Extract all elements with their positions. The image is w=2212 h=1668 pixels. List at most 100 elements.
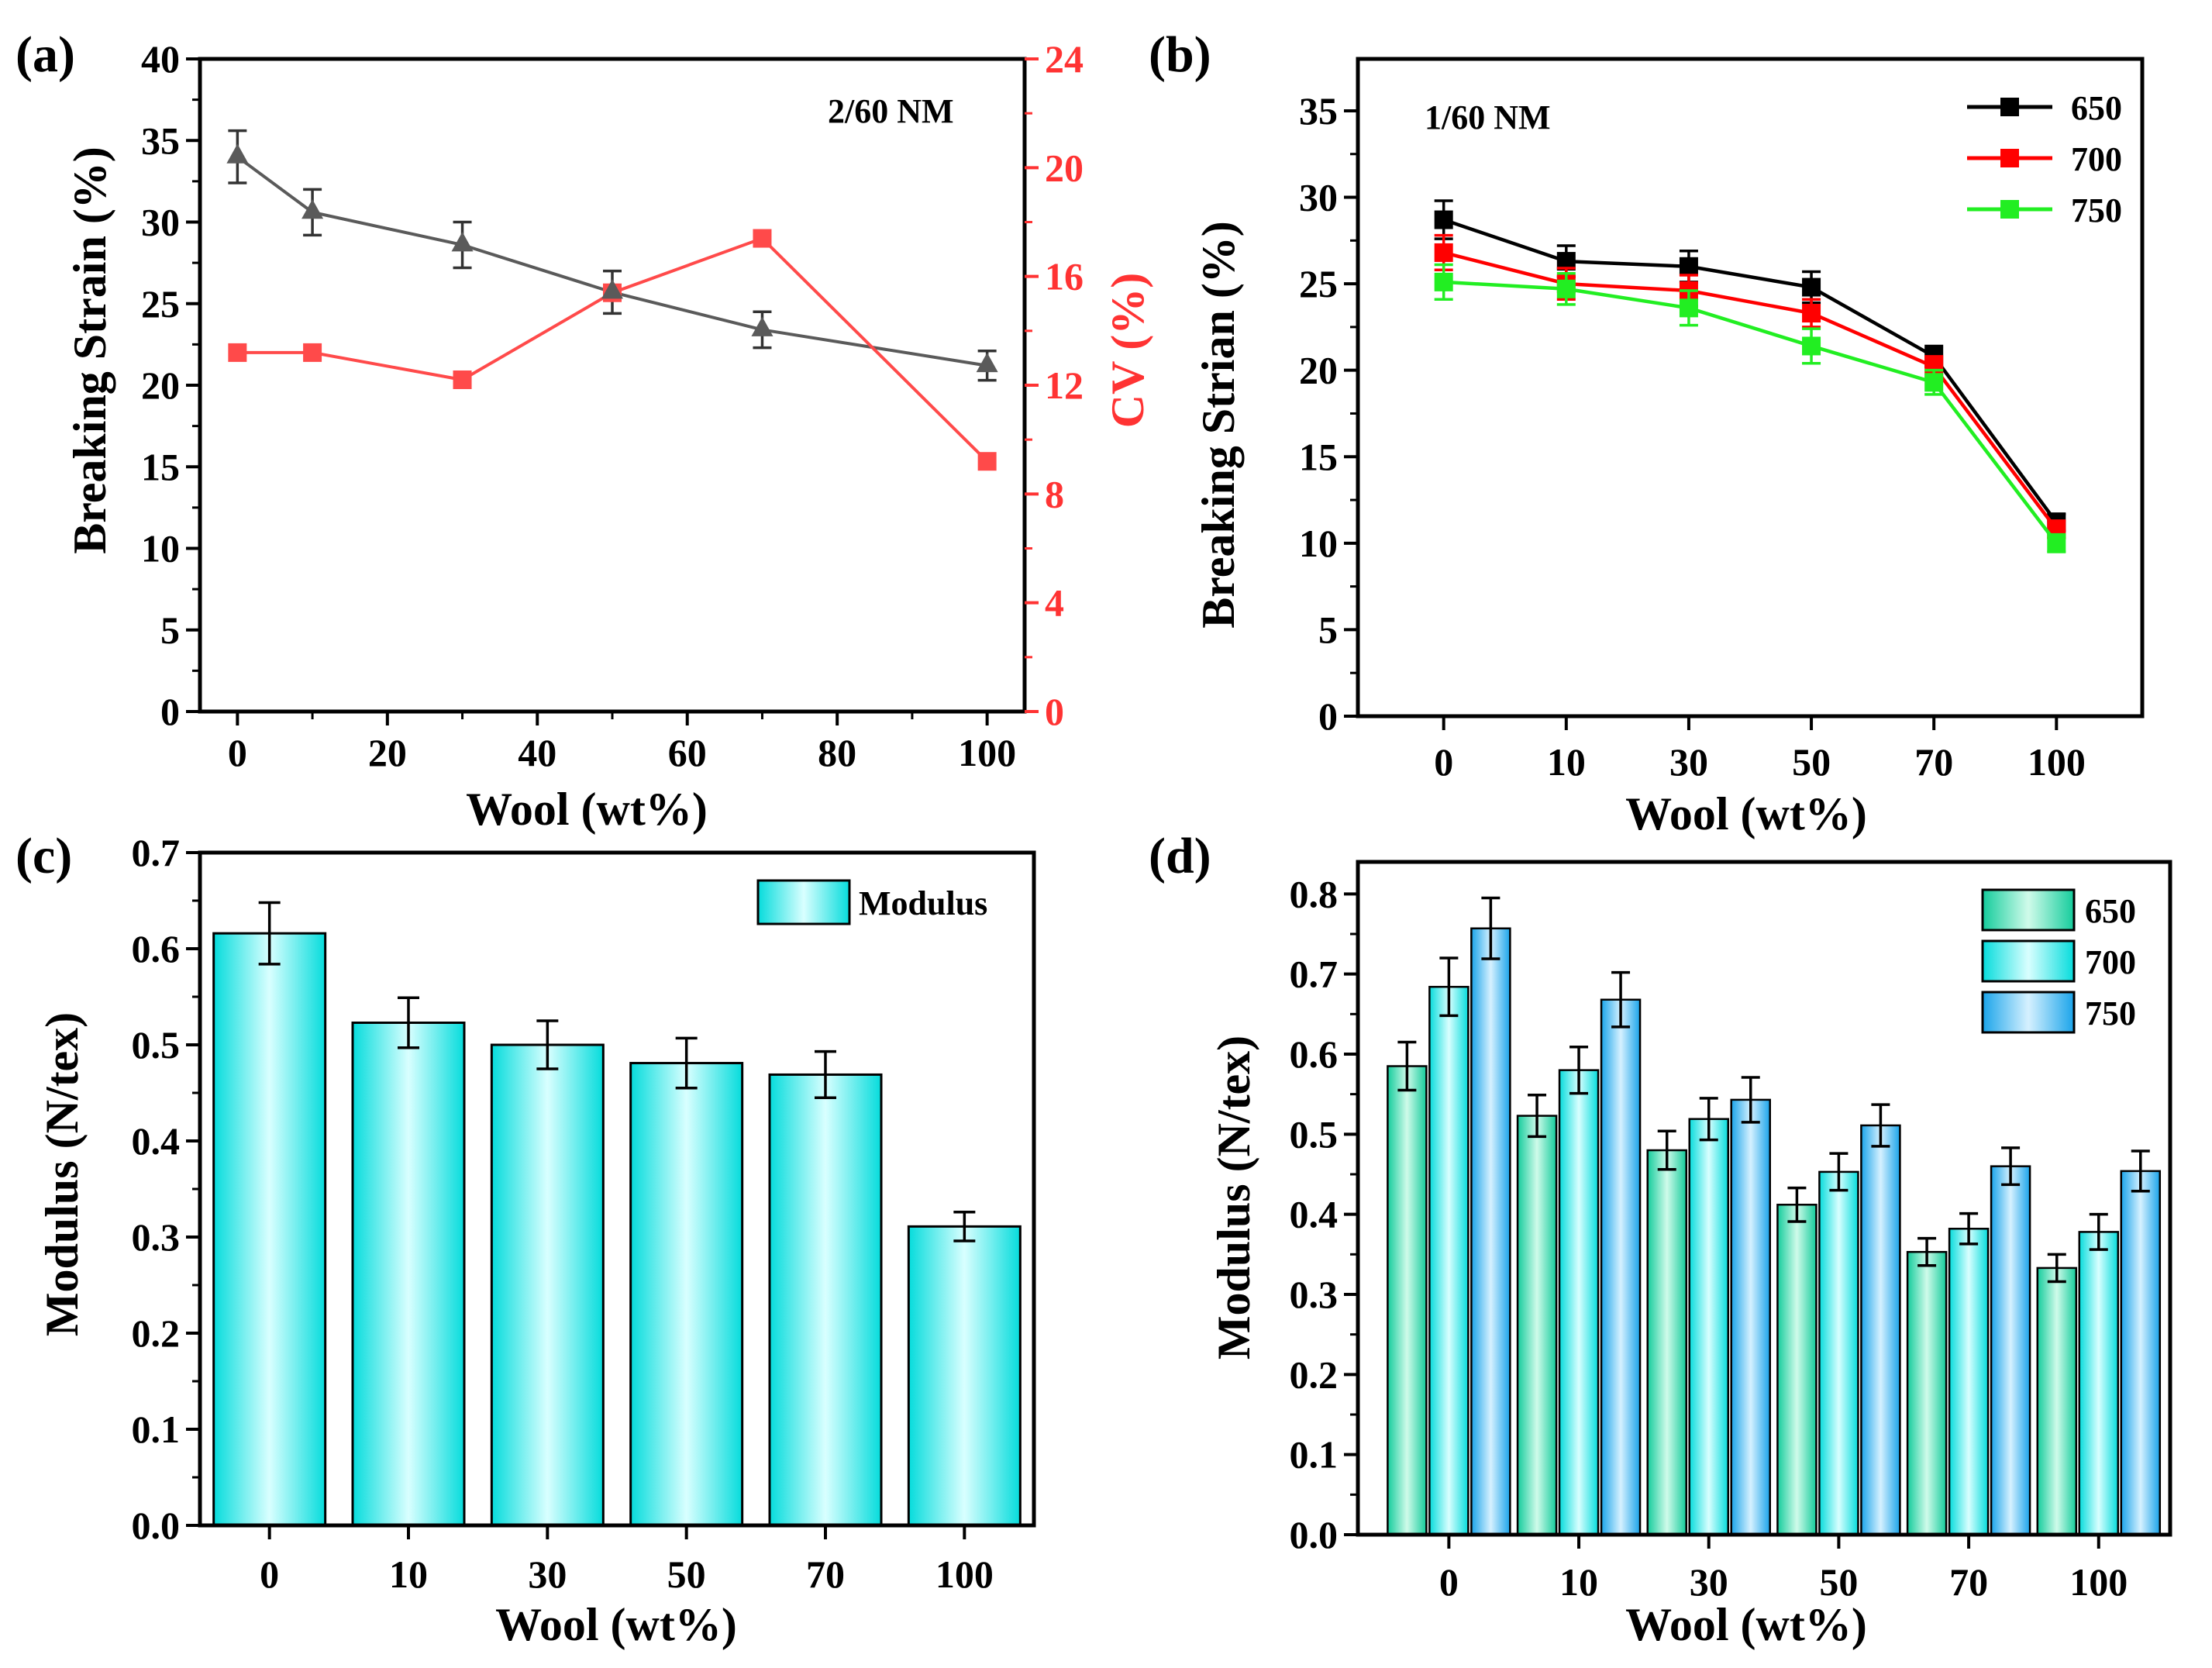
panel-d-bar-750 — [2120, 1170, 2162, 1536]
panel-b-series-700-point — [1434, 243, 1453, 262]
panel-a-y-tick-label: 0 — [160, 690, 180, 733]
panel-c-bar — [629, 1062, 744, 1527]
panel-c-bar — [907, 1225, 1022, 1527]
panel-a-cv-point — [977, 452, 997, 471]
panel-d-y-tick-label: 0.4 — [1290, 1193, 1339, 1236]
panel-a-y-tick-label: 15 — [141, 445, 180, 488]
panel-a-x-axis-title: Wool (wt%) — [466, 784, 708, 835]
panel-a-strain-point — [301, 199, 324, 219]
panel-c-y-tick-label: 0.4 — [132, 1119, 181, 1163]
panel-d-bar-700 — [1428, 985, 1469, 1536]
panel-c-y-axis-title: Modulus (N/tex) — [36, 1012, 88, 1336]
panel-b-plot-frame — [1356, 57, 2145, 719]
panel-a-y-tick-label: 25 — [141, 282, 180, 326]
panel-d-legend-label-750: 750 — [2085, 994, 2136, 1032]
panel-b-x-tick-label: 100 — [2028, 740, 2086, 784]
panel-a-right-tick-label: 24 — [1045, 37, 1084, 81]
panel-b-y-tick-label: 0 — [1318, 694, 1338, 738]
panel-c-x-tick-label: 70 — [806, 1553, 845, 1596]
panel-b-series-700-point — [1802, 304, 1821, 323]
panel-a-x-tick-label: 40 — [518, 731, 556, 774]
panel-b-y-tick-label: 15 — [1299, 435, 1338, 478]
panel-d-bar-700 — [1948, 1228, 1990, 1536]
panel-d-legend-label-650: 650 — [2085, 892, 2136, 930]
panel-b-x-tick-label: 0 — [1434, 740, 1453, 784]
panel-d-y-tick-label: 0.2 — [1290, 1353, 1339, 1396]
panel-d-y-tick-label: 0.6 — [1290, 1032, 1339, 1076]
panel-a-cv-point — [753, 229, 772, 248]
panel-d-x-tick-label: 100 — [2069, 1560, 2128, 1604]
panel-a-x-tick-label: 20 — [368, 731, 407, 774]
panel-d-y-tick-label: 0.5 — [1290, 1112, 1339, 1156]
panel-a-y-tick-label: 35 — [141, 119, 180, 162]
panel-d-bar-750 — [1730, 1098, 1771, 1536]
panel-b: (b) 1/60 NM Breaking Strian (%) Wool (wt… — [1149, 26, 1867, 839]
panel-b-tag: (b) — [1149, 26, 1211, 83]
panel-b-series-750-point — [1556, 279, 1576, 298]
panel-a-cv-point — [228, 343, 247, 362]
panel-a: (a) 2/60 NM Breaking Strain (%) CV (%) W… — [16, 26, 1153, 835]
panel-c-legend-swatch — [756, 879, 851, 925]
panel-a-y-axis-title: Breaking Strain (%) — [64, 146, 115, 554]
panel-a-strain-point — [226, 143, 249, 164]
panel-d-y-tick-label: 0.1 — [1290, 1433, 1339, 1477]
panel-b-series-650-point — [1802, 277, 1821, 297]
panel-b-y-tick-label: 20 — [1299, 349, 1338, 392]
panel-d-bar-750 — [1990, 1165, 2031, 1536]
panel-d-y-tick-label: 0.3 — [1290, 1273, 1339, 1316]
panel-a-right-tick-label: 16 — [1045, 255, 1084, 298]
panel-b-series-750-point — [1679, 298, 1698, 318]
panel-a-annotation: 2/60 NM — [828, 92, 954, 130]
panel-a-x-tick-label: 60 — [668, 731, 707, 774]
panel-b-series-750-point — [1434, 272, 1453, 291]
panel-d-y-tick-label: 0.7 — [1290, 953, 1339, 996]
panel-c-y-tick-label: 0.0 — [132, 1504, 181, 1547]
panel-d-bar-750 — [1860, 1124, 1901, 1536]
panel-a-x-tick-label: 80 — [818, 731, 856, 774]
panel-d-bar-750 — [1600, 998, 1642, 1536]
panel-d-tag: (d) — [1149, 828, 1211, 884]
panel-d-bar-650 — [1906, 1250, 1948, 1536]
panel-c-x-tick-label: 0 — [260, 1553, 279, 1596]
panel-c-tag: (c) — [16, 828, 72, 884]
panel-b-legend-label-650: 650 — [2071, 89, 2122, 127]
panel-c-y-tick-label: 0.3 — [132, 1215, 181, 1259]
panel-d-legend-label-700: 700 — [2085, 943, 2136, 981]
panel-b-y-axis-title: Breaking Strian (%) — [1193, 221, 1244, 629]
panel-d-bar-650 — [1516, 1115, 1558, 1536]
panel-d-x-tick-label: 10 — [1559, 1560, 1598, 1604]
panel-a-right-tick-label: 20 — [1045, 146, 1084, 189]
panel-a-cv-point — [303, 343, 322, 362]
panel-a-right-tick-label: 4 — [1045, 581, 1064, 625]
panel-b-x-tick-label: 10 — [1547, 740, 1586, 784]
panel-a-y-tick-label: 20 — [141, 364, 180, 407]
panel-b-series-650-point — [1679, 257, 1698, 276]
panel-c-y-tick-label: 0.7 — [132, 831, 181, 874]
panel-d-legend-swatch-750 — [1981, 991, 2076, 1034]
panel-d-legend-swatch-650 — [1981, 888, 2076, 932]
panel-c-x-tick-label: 50 — [667, 1553, 706, 1596]
panel-c-x-tick-label: 100 — [935, 1553, 994, 1596]
panel-a-y-tick-label: 10 — [141, 527, 180, 570]
panel-b-series-700-line — [1443, 250, 2059, 531]
panel-d-bar-650 — [2036, 1267, 2078, 1536]
panel-d-bar-700 — [1818, 1170, 1859, 1536]
panel-b-x-axis-title: Wool (wt%) — [1625, 788, 1867, 839]
panel-d-y-tick-label: 0.8 — [1290, 872, 1339, 915]
panel-c-y-tick-label: 0.5 — [132, 1023, 181, 1067]
panel-a-right-tick-label: 8 — [1045, 472, 1064, 515]
panel-d-x-tick-label: 70 — [1949, 1560, 1988, 1604]
panel-a-plot-frame — [198, 57, 1027, 714]
panel-c-bar — [212, 932, 327, 1527]
panel-b-legend-marker-750 — [2000, 200, 2019, 219]
panel-a-cv-line — [237, 236, 989, 463]
panel-a-strain-point — [751, 316, 774, 336]
panel-c-x-tick-label: 10 — [389, 1553, 428, 1596]
panel-b-series-750-point — [2047, 533, 2066, 553]
panel-c-y-tick-label: 0.2 — [132, 1311, 181, 1355]
panel-c-y-tick-label: 0.6 — [132, 927, 181, 970]
panel-a-right-tick-label: 12 — [1045, 364, 1084, 407]
panel-b-legend-marker-700 — [2000, 149, 2019, 167]
panel-b-legend-marker-650 — [2000, 98, 2019, 116]
panel-d-x-tick-label: 0 — [1439, 1560, 1459, 1604]
